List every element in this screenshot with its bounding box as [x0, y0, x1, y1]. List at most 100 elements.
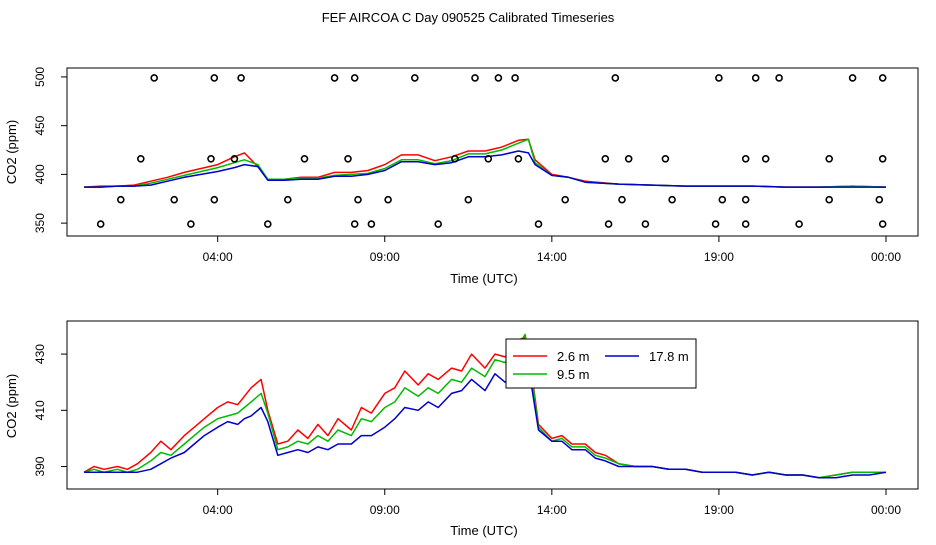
top-flag-marker-43 [741, 220, 750, 228]
top-flag-marker-34 [604, 220, 613, 228]
legend-label-17-8m: 17.8 m [649, 349, 689, 364]
top-flag-marker-38 [668, 195, 676, 204]
top-flag-marker-48 [775, 74, 783, 82]
top-flag-marker-31 [534, 220, 543, 228]
top-flag-marker-35 [618, 195, 626, 204]
top-flag-marker-29 [511, 74, 519, 82]
top-flag-marker-4 [137, 155, 145, 163]
top-flag-marker-51 [825, 155, 834, 163]
top-flag-marker-22 [434, 220, 443, 228]
bot-y-tick-label-410: 410 [33, 400, 47, 420]
top-flag-marker-20 [384, 195, 392, 204]
top-flag-marker-40 [711, 220, 720, 228]
bot-x-tick-label-19-00: 19:00 [704, 503, 734, 517]
top-x-tick-label-14-00: 14:00 [537, 250, 567, 264]
top-x-axis: 04:00 09:00 14:00 19:00 00:00 [203, 236, 901, 264]
top-series-line-17-8-m [84, 150, 886, 188]
bottom-plot-frame [66, 320, 919, 490]
top-flag-marker-1 [96, 220, 105, 228]
top-flag-marker-3 [117, 195, 125, 204]
bot-x-tick-label-00-00: 00:00 [871, 503, 901, 517]
top-flag-marker-10 [237, 74, 245, 82]
bot-x-tick-label-04-00: 04:00 [203, 503, 233, 517]
top-flag-marker-37 [641, 220, 650, 228]
top-x-tick-label-09-00: 09:00 [370, 250, 400, 264]
top-flag-marker-52 [848, 74, 857, 82]
top-y-tick-label-400: 400 [33, 164, 47, 184]
top-flag-marker-33 [611, 74, 620, 82]
bot-series-line-9-5-m [83, 333, 886, 479]
top-x-tick-label-04-00: 04:00 [203, 250, 233, 264]
top-flag-marker-6 [210, 195, 219, 204]
top-flag-markers [96, 74, 887, 228]
bot-x-tick-label-09-00: 09:00 [370, 503, 400, 517]
bottom-series-lines [83, 333, 887, 479]
top-flag-marker-39 [661, 155, 670, 163]
top-flag-marker-45 [741, 155, 750, 163]
top-flag-marker-32 [601, 155, 610, 163]
top-flag-marker-23 [464, 195, 473, 204]
top-flag-marker-19 [367, 220, 376, 228]
top-flag-marker-49 [795, 220, 803, 228]
top-flag-marker-5 [170, 195, 178, 204]
top-flag-marker-36 [624, 155, 633, 163]
top-flag-marker-2 [187, 220, 195, 228]
top-series-lines [83, 138, 887, 188]
top-panel: 04:00 09:00 14:00 19:00 00:00 350 400 450 500 T… [4, 67, 919, 286]
bottom-x-axis: 04:00 09:00 14:00 19:00 00:00 [203, 489, 901, 517]
top-flag-marker-27 [484, 155, 493, 163]
bottom-x-axis-label: Time (UTC) [450, 523, 517, 538]
top-flag-marker-55 [878, 74, 887, 82]
top-series-line-2-6-m [83, 138, 887, 188]
top-flag-marker-54 [878, 155, 887, 163]
top-y-tick-label-450: 450 [33, 115, 47, 135]
top-y-tick-label-350: 350 [33, 213, 47, 233]
top-flag-marker-17 [354, 195, 362, 204]
legend-box [505, 338, 697, 389]
top-flag-marker-0 [150, 74, 158, 82]
top-flag-marker-12 [283, 195, 292, 204]
top-flag-marker-15 [344, 155, 352, 163]
top-flag-marker-41 [718, 195, 727, 204]
bot-series-line-2-6-m [83, 336, 886, 479]
bottom-y-axis: 390 410 430 [33, 344, 67, 477]
top-series-line-9-5-m [84, 138, 887, 188]
top-flag-marker-42 [715, 74, 723, 82]
legend: 2.6 m 17.8 m 9.5 m [505, 338, 697, 389]
top-flag-marker-14 [330, 74, 339, 82]
bottom-y-axis-label: CO2 (ppm) [4, 374, 19, 438]
bot-x-tick-label-14-00: 14:00 [537, 503, 567, 517]
bot-y-tick-label-390: 390 [33, 456, 47, 476]
top-flag-marker-21 [410, 74, 419, 82]
top-flag-marker-56 [878, 220, 887, 228]
bot-y-tick-label-430: 430 [33, 344, 47, 364]
top-x-tick-label-19-00: 19:00 [704, 250, 734, 264]
top-flag-marker-46 [751, 74, 760, 82]
top-flag-marker-53 [875, 195, 884, 204]
top-flag-marker-44 [741, 195, 750, 204]
top-y-tick-label-500: 500 [33, 67, 47, 87]
bot-series-line-17-8-m [84, 364, 887, 479]
top-flag-marker-26 [451, 155, 459, 163]
top-x-tick-label-00-00: 00:00 [871, 250, 901, 264]
bottom-panel: 04:00 09:00 14:00 19:00 00:00 390 410 430 Time… [4, 320, 919, 538]
top-flag-marker-47 [761, 155, 770, 163]
top-flag-marker-8 [210, 74, 219, 82]
top-plot-frame [66, 67, 919, 237]
top-y-axis-label: CO2 (ppm) [4, 120, 19, 184]
top-flag-marker-24 [471, 74, 479, 82]
top-flag-marker-9 [230, 155, 239, 163]
top-flag-marker-50 [825, 195, 834, 204]
top-flag-marker-7 [207, 155, 215, 163]
top-flag-marker-28 [514, 155, 523, 163]
top-flag-marker-30 [561, 195, 570, 204]
top-flag-marker-18 [350, 74, 359, 82]
top-flag-marker-11 [263, 220, 272, 228]
top-flag-marker-25 [494, 74, 503, 82]
top-x-axis-label: Time (UTC) [450, 271, 517, 286]
top-flag-marker-16 [350, 220, 359, 228]
top-flag-marker-13 [300, 155, 309, 163]
top-y-axis: 350 400 450 500 [33, 67, 67, 233]
